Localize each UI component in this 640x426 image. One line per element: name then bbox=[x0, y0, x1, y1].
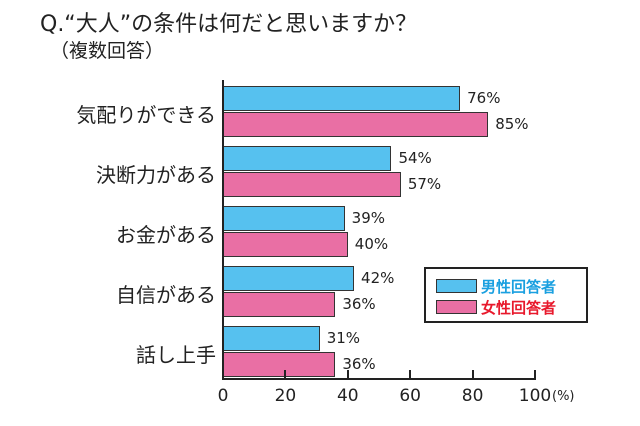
category-label: 自信がある bbox=[116, 283, 216, 307]
category-label: 気配りができる bbox=[76, 103, 216, 127]
y-axis bbox=[222, 80, 224, 380]
x-axis bbox=[222, 378, 536, 380]
bar-male bbox=[223, 326, 320, 351]
bar-male bbox=[223, 206, 345, 231]
legend-swatch-female bbox=[436, 300, 477, 314]
category-label: 話し上手 bbox=[136, 343, 216, 367]
x-tick-label: 20 bbox=[274, 386, 297, 406]
x-tick-mark bbox=[346, 370, 349, 379]
value-label: 54% bbox=[398, 149, 432, 167]
bar-male bbox=[223, 86, 461, 111]
value-label: 40% bbox=[354, 235, 389, 253]
value-label: 36% bbox=[342, 295, 376, 313]
value-label: 57% bbox=[407, 175, 442, 193]
bar-male bbox=[223, 266, 355, 291]
bar-female bbox=[223, 232, 348, 257]
legend-label-female: 女性回答者 bbox=[481, 298, 557, 317]
bar-female bbox=[223, 292, 336, 317]
bar-male bbox=[223, 146, 392, 171]
chart-subtitle: （複数回答） bbox=[50, 40, 165, 62]
chart-title: Q.“大人”の条件は何だと思いますか？ bbox=[40, 12, 418, 37]
x-tick-label: 80 bbox=[461, 386, 484, 406]
legend-label-male: 男性回答者 bbox=[481, 277, 557, 296]
value-label: 42% bbox=[361, 269, 395, 287]
value-label: 39% bbox=[351, 209, 386, 227]
bar-female bbox=[223, 352, 336, 377]
x-tick-label: 40 bbox=[336, 386, 359, 406]
x-tick-mark bbox=[471, 370, 474, 379]
category-label: お金がある bbox=[116, 223, 216, 247]
x-axis-unit: (%) bbox=[552, 389, 575, 404]
x-tick-mark bbox=[534, 370, 536, 379]
bar-female bbox=[223, 112, 489, 137]
bar-female bbox=[223, 172, 401, 197]
x-tick-label: 0 bbox=[217, 386, 229, 406]
legend: 男性回答者 女性回答者 bbox=[424, 267, 588, 323]
legend-item-male: 男性回答者 bbox=[436, 277, 557, 296]
category-label: 決断力がある bbox=[96, 163, 216, 187]
x-tick-mark bbox=[409, 370, 412, 379]
legend-item-female: 女性回答者 bbox=[436, 298, 557, 317]
x-tick-mark bbox=[284, 370, 287, 379]
value-label: 85% bbox=[495, 115, 529, 133]
value-label: 76% bbox=[467, 89, 501, 107]
legend-swatch-male bbox=[436, 279, 477, 293]
value-label: 31% bbox=[326, 329, 361, 347]
x-tick-label: 100 bbox=[518, 386, 552, 406]
value-label: 36% bbox=[342, 355, 376, 373]
x-tick-label: 60 bbox=[399, 386, 422, 406]
